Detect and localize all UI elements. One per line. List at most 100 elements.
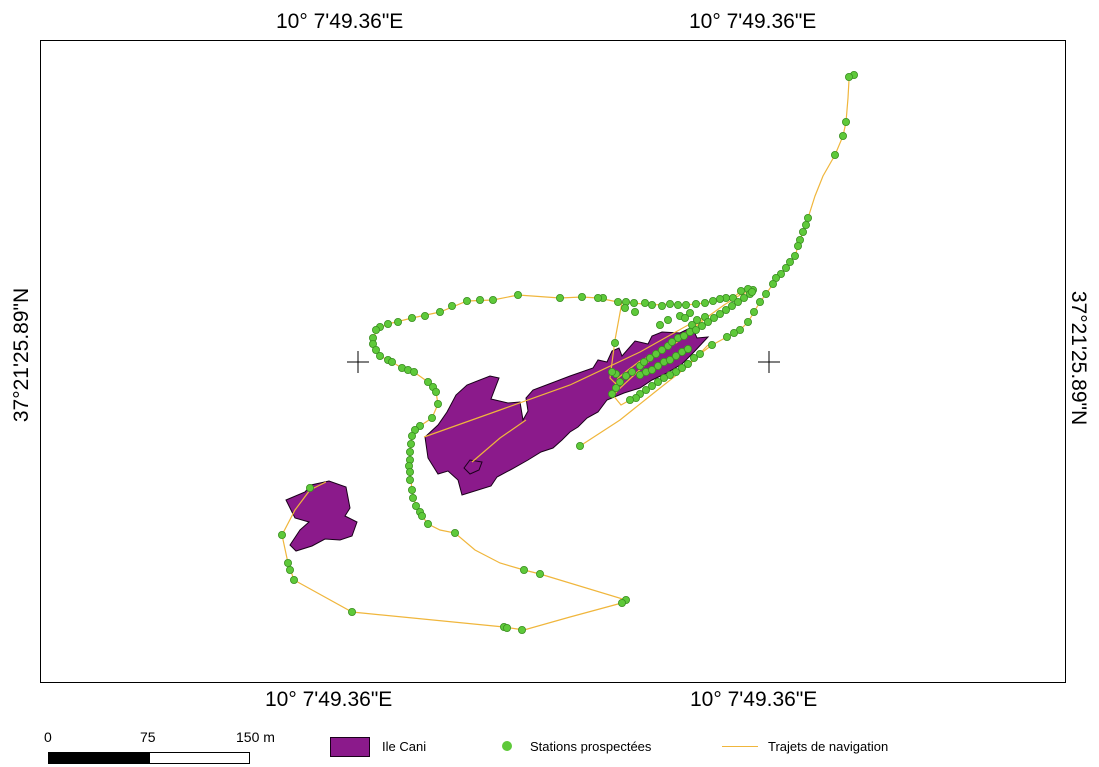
station-point	[514, 290, 523, 299]
graticule-label-top-left: 10° 7'49.36"E	[276, 10, 404, 33]
station-point	[536, 570, 545, 579]
navigation-track-branch-north	[609, 301, 623, 389]
station-point	[407, 431, 416, 440]
station-point	[658, 301, 667, 310]
station-point	[681, 313, 690, 322]
ile-cani-inner-pond	[463, 459, 483, 475]
scale-label-0: 0	[44, 729, 52, 745]
station-point	[305, 483, 314, 492]
station-point	[431, 387, 440, 396]
station-point	[737, 286, 746, 295]
station-point	[660, 373, 669, 382]
station-point	[622, 371, 631, 380]
station-point	[405, 475, 414, 484]
legend-swatch-trajets	[722, 746, 758, 747]
station-point	[435, 307, 444, 316]
station-point	[427, 413, 436, 422]
graticule-label-bottom-left: 10° 7'49.36"E	[265, 688, 393, 711]
station-point	[728, 301, 737, 310]
station-point	[576, 441, 585, 450]
station-point	[277, 531, 286, 540]
station-point	[371, 325, 380, 334]
station-point	[648, 365, 657, 374]
station-point	[652, 349, 661, 358]
station-point	[375, 351, 384, 360]
station-point	[556, 293, 565, 302]
station-point	[748, 287, 757, 296]
station-point	[462, 296, 471, 305]
station-point	[666, 299, 675, 308]
station-point	[668, 337, 677, 346]
station-point	[701, 298, 710, 307]
graticule-cross-right	[758, 351, 780, 373]
station-point	[804, 213, 813, 222]
station-point	[680, 331, 689, 340]
station-point	[786, 257, 795, 266]
station-point	[407, 313, 416, 322]
legend-swatch-stations	[502, 741, 512, 751]
stations-layer	[277, 71, 859, 635]
station-point	[692, 325, 701, 334]
station-point	[502, 624, 511, 633]
station-point	[750, 307, 759, 316]
station-point	[692, 299, 701, 308]
graticule-label-top-right: 10° 7'49.36"E	[689, 10, 817, 33]
station-point	[654, 361, 663, 370]
station-point	[423, 520, 432, 529]
legend-label-stations: Stations prospectées	[530, 739, 652, 754]
station-point	[693, 315, 702, 324]
station-point	[387, 357, 396, 366]
legend-label-trajets: Trajets de navigation	[768, 739, 889, 754]
station-point	[756, 297, 765, 306]
station-point	[578, 292, 587, 301]
navigation-track	[281, 74, 855, 631]
station-point	[371, 345, 380, 354]
station-point	[417, 512, 426, 521]
station-point	[654, 377, 663, 386]
station-point	[762, 289, 771, 298]
station-point	[611, 338, 620, 347]
station-point	[740, 293, 749, 302]
station-point	[709, 296, 718, 305]
station-point	[716, 309, 725, 318]
station-point	[433, 399, 442, 408]
station-point	[450, 529, 459, 538]
map-frame	[40, 40, 1066, 683]
station-point	[799, 227, 808, 236]
ile-cani-west-islet	[285, 480, 358, 552]
station-point	[686, 308, 695, 317]
station-point	[658, 345, 667, 354]
station-point	[285, 566, 294, 575]
station-point	[782, 263, 791, 272]
navigation-track-branch-pond	[471, 419, 527, 463]
station-point	[411, 501, 420, 510]
station-point	[393, 317, 402, 326]
station-point	[794, 241, 803, 250]
legend-swatch-ile-cani	[330, 737, 370, 757]
station-point	[616, 377, 625, 386]
legend-label-ile-cani: Ile Cani	[382, 739, 427, 754]
station-point	[608, 367, 617, 376]
station-point	[684, 359, 693, 368]
station-point	[520, 566, 529, 575]
station-point	[656, 320, 665, 329]
station-point	[723, 332, 732, 341]
station-point	[684, 344, 693, 353]
station-point	[678, 363, 687, 372]
station-point	[696, 349, 705, 358]
station-point	[791, 251, 800, 260]
station-point	[608, 389, 617, 398]
station-point	[518, 626, 527, 635]
station-point	[628, 367, 637, 376]
station-point	[698, 321, 707, 330]
station-point	[842, 118, 851, 127]
station-point	[614, 297, 623, 306]
station-point	[631, 307, 640, 316]
scale-bar	[48, 752, 250, 764]
scale-label-75: 75	[140, 729, 156, 745]
station-point	[630, 298, 639, 307]
station-point	[682, 300, 691, 309]
station-point	[283, 559, 292, 568]
station-point	[672, 351, 681, 360]
